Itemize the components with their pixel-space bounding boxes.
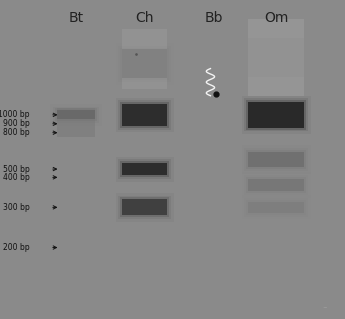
Text: 900 bp: 900 bp [2,119,29,128]
Bar [244,198,308,217]
Text: Bt: Bt [68,11,83,25]
Bar [116,98,174,132]
Bar [244,98,308,131]
Bar [241,32,310,83]
Bar [122,199,167,215]
Text: 1000 bp: 1000 bp [0,110,29,119]
Text: 800 bp: 800 bp [3,128,29,137]
Bar [53,107,99,123]
Bar [122,163,167,175]
Bar [50,104,102,126]
Bar [246,150,306,169]
Bar [241,96,310,134]
Bar [118,196,171,219]
Bar [122,29,167,89]
Text: Bb: Bb [205,11,223,25]
Bar [241,172,310,198]
Bar [120,48,169,80]
Bar [246,200,306,215]
Bar [244,175,308,195]
Bar [246,177,306,193]
Bar [244,34,308,80]
Text: 200 bp: 200 bp [3,243,29,252]
Bar [116,43,174,85]
Bar [122,104,167,126]
Bar [248,179,304,191]
Bar [241,145,310,174]
Bar [248,19,304,96]
Text: 400 bp: 400 bp [2,173,29,182]
Bar [122,29,167,89]
Bar [116,193,174,222]
Text: Ch: Ch [136,11,154,25]
Bar [248,202,304,213]
Bar [118,100,171,130]
Bar [248,19,304,96]
Bar [246,36,306,78]
Bar [118,159,171,179]
Bar [122,49,167,78]
Text: Om: Om [264,11,288,25]
Text: 300 bp: 300 bp [2,203,29,212]
Bar [57,110,95,119]
Bar [120,197,169,217]
Bar [57,108,95,137]
Bar [248,102,304,128]
Bar [248,38,304,77]
Bar [116,157,174,182]
Bar [55,108,97,121]
Bar [120,102,169,128]
Bar [118,46,171,82]
Bar [244,148,308,171]
Text: 500 bp: 500 bp [2,165,29,174]
Bar [246,100,306,130]
Bar [120,161,169,177]
Bar [241,195,310,219]
Text: ~: ~ [323,305,327,310]
Bar [248,152,304,167]
